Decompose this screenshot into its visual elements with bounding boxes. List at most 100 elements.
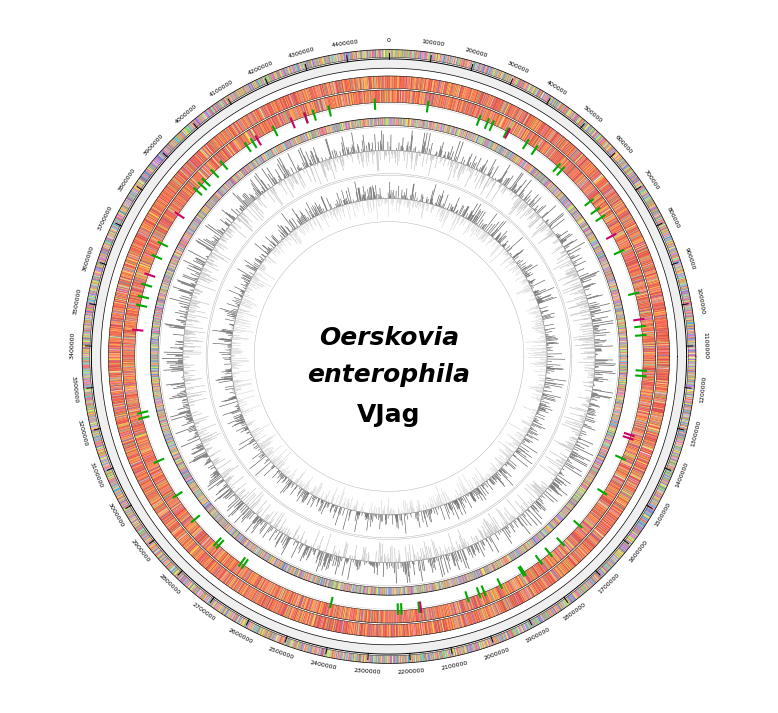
Polygon shape	[582, 162, 591, 171]
Polygon shape	[482, 540, 485, 546]
Polygon shape	[536, 306, 539, 307]
Polygon shape	[215, 155, 223, 164]
Polygon shape	[317, 128, 321, 136]
Polygon shape	[214, 590, 221, 598]
Polygon shape	[589, 513, 599, 521]
Polygon shape	[654, 312, 666, 314]
Polygon shape	[351, 93, 353, 105]
Polygon shape	[177, 134, 183, 140]
Polygon shape	[233, 379, 252, 383]
Polygon shape	[163, 215, 173, 222]
Polygon shape	[499, 470, 502, 473]
Polygon shape	[296, 106, 301, 118]
Polygon shape	[245, 132, 252, 143]
Polygon shape	[226, 128, 233, 138]
Polygon shape	[264, 630, 267, 637]
Polygon shape	[608, 428, 616, 431]
Polygon shape	[586, 477, 593, 481]
Polygon shape	[569, 206, 575, 211]
Polygon shape	[552, 551, 560, 561]
Polygon shape	[603, 267, 610, 270]
Polygon shape	[189, 419, 193, 421]
Polygon shape	[576, 548, 586, 557]
Polygon shape	[547, 347, 552, 348]
Polygon shape	[531, 135, 538, 146]
Polygon shape	[265, 153, 269, 159]
Polygon shape	[321, 57, 324, 65]
Polygon shape	[158, 197, 168, 205]
Polygon shape	[331, 650, 333, 658]
Polygon shape	[282, 78, 286, 88]
Polygon shape	[297, 63, 300, 71]
Polygon shape	[532, 170, 538, 175]
Polygon shape	[573, 592, 579, 598]
Polygon shape	[174, 529, 184, 538]
Polygon shape	[338, 95, 340, 107]
Polygon shape	[261, 595, 267, 606]
Polygon shape	[90, 287, 98, 289]
Polygon shape	[207, 597, 212, 603]
Polygon shape	[499, 530, 502, 533]
Polygon shape	[123, 368, 135, 369]
Polygon shape	[548, 554, 557, 564]
Polygon shape	[583, 482, 589, 486]
Polygon shape	[118, 282, 131, 286]
Polygon shape	[279, 70, 282, 77]
Polygon shape	[633, 241, 645, 246]
Polygon shape	[293, 230, 302, 242]
Polygon shape	[654, 317, 667, 319]
Polygon shape	[107, 474, 114, 478]
Polygon shape	[303, 61, 306, 69]
Polygon shape	[148, 493, 159, 500]
Polygon shape	[261, 441, 273, 449]
Polygon shape	[564, 201, 570, 206]
Polygon shape	[264, 153, 268, 160]
Polygon shape	[573, 153, 582, 162]
Polygon shape	[191, 546, 200, 555]
Polygon shape	[456, 57, 457, 65]
Polygon shape	[196, 128, 204, 137]
Polygon shape	[615, 305, 622, 307]
Polygon shape	[558, 138, 566, 148]
Polygon shape	[608, 430, 615, 433]
Polygon shape	[628, 265, 640, 270]
Polygon shape	[141, 481, 152, 487]
Polygon shape	[87, 300, 95, 302]
Polygon shape	[281, 563, 284, 569]
Polygon shape	[198, 278, 210, 283]
Polygon shape	[482, 108, 487, 120]
Polygon shape	[208, 160, 216, 170]
Polygon shape	[85, 313, 93, 314]
Polygon shape	[143, 253, 155, 258]
Polygon shape	[548, 184, 554, 190]
Polygon shape	[170, 411, 191, 418]
Polygon shape	[587, 356, 595, 357]
Polygon shape	[465, 88, 469, 99]
Polygon shape	[481, 568, 484, 575]
Polygon shape	[241, 619, 245, 625]
Polygon shape	[135, 185, 141, 189]
Polygon shape	[542, 529, 548, 535]
Polygon shape	[686, 319, 694, 321]
Polygon shape	[151, 545, 157, 551]
Polygon shape	[185, 477, 192, 481]
Polygon shape	[258, 79, 261, 86]
Polygon shape	[162, 284, 169, 286]
Polygon shape	[92, 342, 101, 344]
Polygon shape	[484, 567, 487, 574]
Polygon shape	[282, 637, 285, 644]
Polygon shape	[86, 401, 93, 402]
Polygon shape	[304, 103, 308, 116]
Polygon shape	[528, 85, 532, 92]
Polygon shape	[419, 51, 420, 59]
Polygon shape	[124, 201, 131, 205]
Polygon shape	[117, 420, 128, 424]
Polygon shape	[131, 290, 143, 294]
Polygon shape	[92, 279, 100, 282]
Polygon shape	[230, 337, 232, 339]
Polygon shape	[447, 650, 449, 657]
Polygon shape	[638, 406, 650, 409]
Polygon shape	[687, 325, 694, 327]
Polygon shape	[425, 585, 426, 593]
Polygon shape	[202, 207, 209, 212]
